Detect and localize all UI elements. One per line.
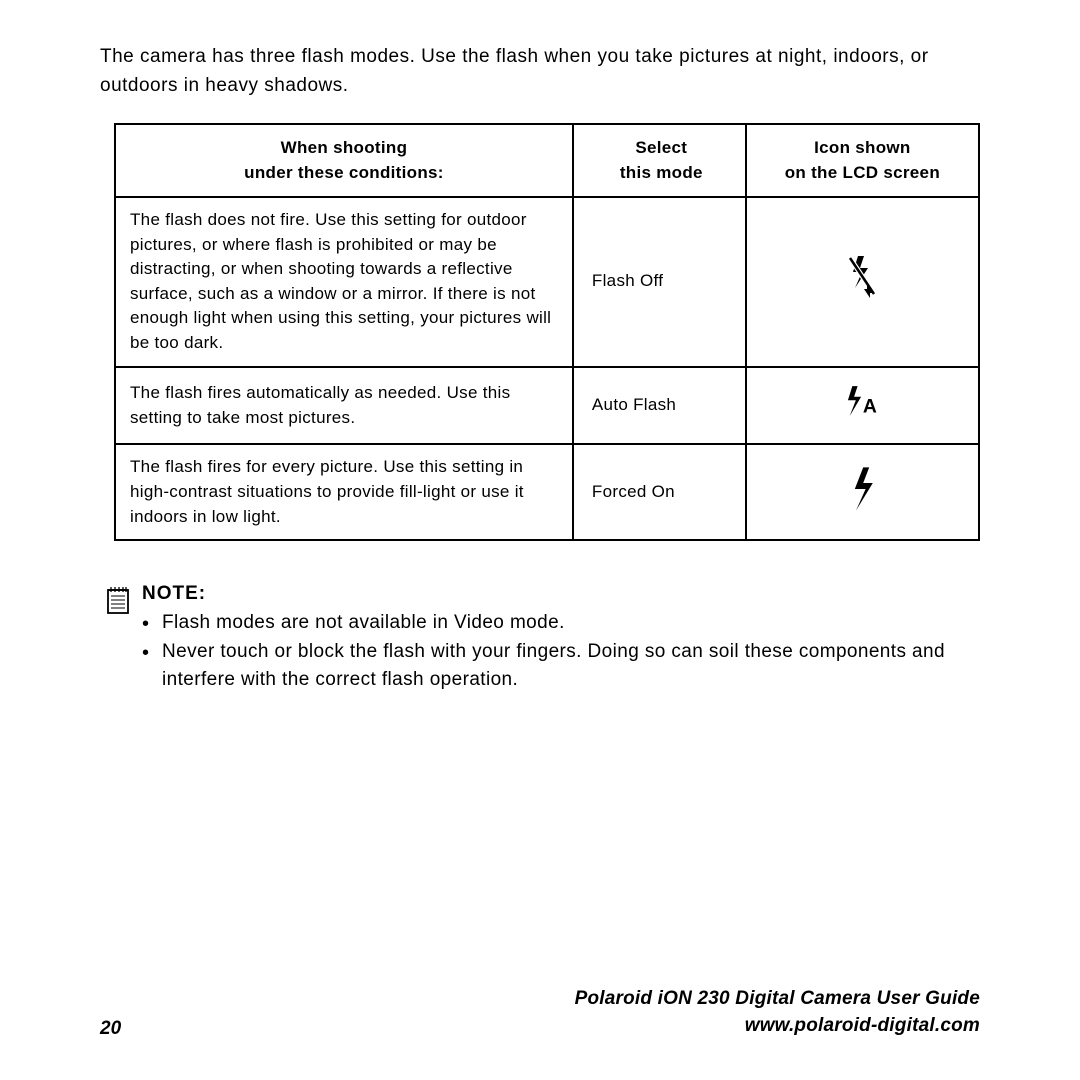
table-header-conditions: When shooting under these conditions: [115,124,573,197]
table-row: The flash fires for every picture. Use t… [115,444,979,540]
row-icon-cell: A [746,367,979,445]
svg-text:A: A [863,395,877,417]
table-row: The flash fires automatically as needed.… [115,367,979,445]
table-row: The flash does not fire. Use this settin… [115,197,979,367]
notepad-icon [106,585,130,615]
footer-guide-title: Polaroid iON 230 Digital Camera User Gui… [575,985,980,1013]
flash-modes-table: When shooting under these conditions: Se… [114,123,980,541]
row-icon-cell [746,197,979,367]
row-mode: Auto Flash [573,367,746,445]
forced-on-icon [840,465,884,513]
row-mode: Forced On [573,444,746,540]
note-item: Flash modes are not available in Video m… [142,609,980,638]
note-title: NOTE: [142,583,980,605]
intro-paragraph: The camera has three flash modes. Use th… [100,42,980,101]
row-mode: Flash Off [573,197,746,367]
note-block: NOTE: Flash modes are not available in V… [106,583,980,695]
auto-flash-icon: A [840,378,884,426]
table-header-mode: Select this mode [573,124,746,197]
page-footer: 20 Polaroid iON 230 Digital Camera User … [100,985,980,1040]
flash-off-icon [840,254,884,302]
row-desc: The flash fires automatically as needed.… [115,367,573,445]
row-icon-cell [746,444,979,540]
row-desc: The flash does not fire. Use this settin… [115,197,573,367]
page-number: 20 [100,1018,121,1040]
table-header-icon: Icon shown on the LCD screen [746,124,979,197]
footer-url: www.polaroid-digital.com [575,1012,980,1040]
row-desc: The flash fires for every picture. Use t… [115,444,573,540]
note-list: Flash modes are not available in Video m… [142,609,980,695]
note-item: Never touch or block the flash with your… [142,638,980,695]
